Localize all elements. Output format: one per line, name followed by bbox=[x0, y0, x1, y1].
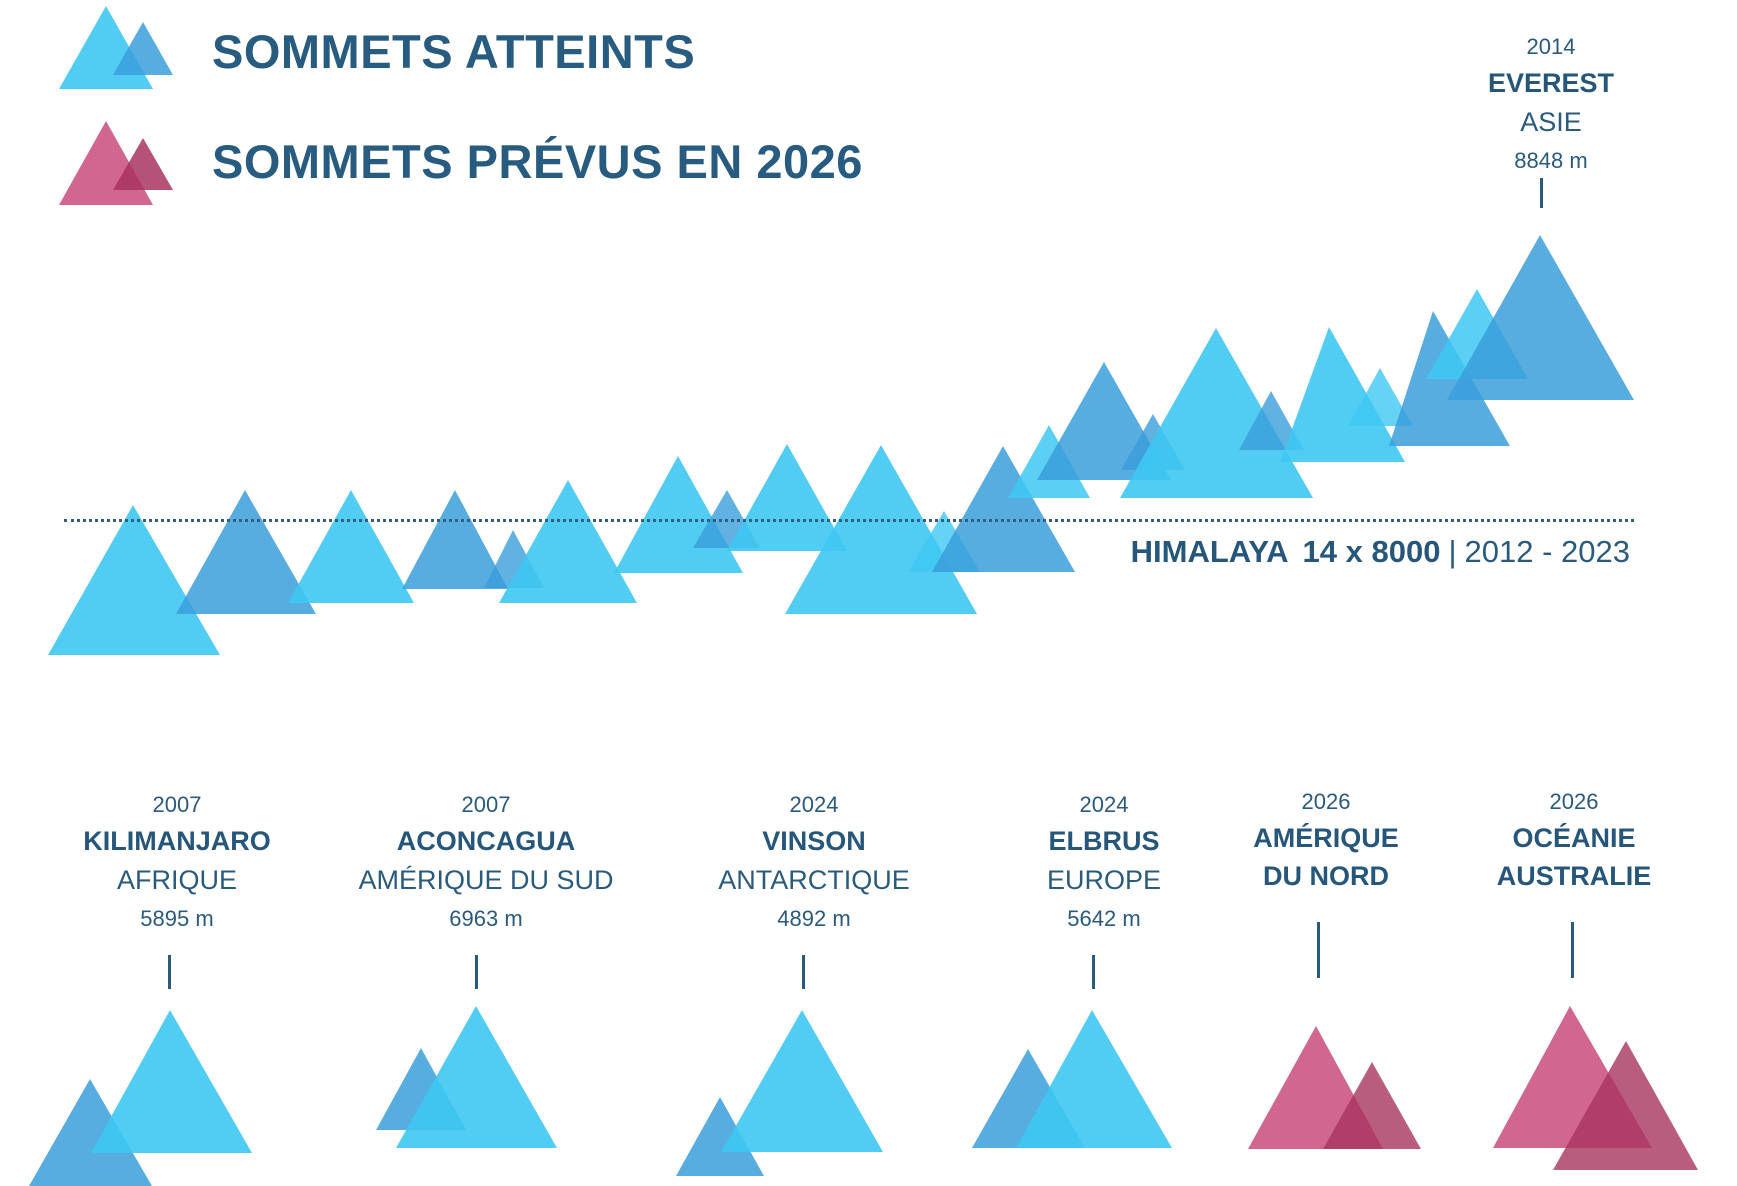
summit-name: ELBRUS bbox=[1048, 826, 1160, 856]
himalaya-dotted-line bbox=[64, 519, 1634, 522]
himalaya-separator: | bbox=[1448, 534, 1457, 569]
summit-region: AMÉRIQUE DU SUD bbox=[358, 865, 614, 895]
summit-region: ASIE bbox=[1520, 107, 1582, 137]
oceania-tick bbox=[1571, 922, 1574, 978]
summit-region: AUSTRALIE bbox=[1496, 861, 1652, 891]
summit-altitude: 6963 m bbox=[449, 906, 523, 931]
kilimanjaro-tick bbox=[168, 955, 171, 989]
summit-year: 2007 bbox=[461, 792, 511, 817]
himalaya-mountain-icon bbox=[402, 490, 508, 589]
summit-year: 2026 bbox=[1549, 789, 1599, 814]
himalaya-count: 14 x 8000 bbox=[1302, 534, 1441, 569]
summit-oceania-label: 2026 OCÉANIE AUSTRALIE bbox=[1497, 785, 1652, 895]
himalaya-mountain-icon bbox=[499, 480, 637, 603]
summit-north-america-label: 2026 AMÉRIQUE DU NORD bbox=[1253, 785, 1399, 895]
himalaya-mountain-icon bbox=[932, 446, 1075, 572]
vinson-mountain-icon bbox=[721, 1010, 883, 1152]
summit-region: ANTARCTIQUE bbox=[718, 865, 910, 895]
summit-year: 2024 bbox=[789, 792, 839, 817]
summit-kilimanjaro-label: 2007 KILIMANJARO AFRIQUE 5895 m bbox=[83, 788, 271, 938]
kilimanjaro-mountain-icon bbox=[29, 1079, 152, 1186]
summit-vinson-label: 2024 VINSON ANTARCTIQUE 4892 m bbox=[718, 788, 910, 938]
summit-year: 2007 bbox=[152, 792, 202, 817]
summit-year: 2026 bbox=[1301, 789, 1351, 814]
everest-tick bbox=[1540, 178, 1543, 208]
summit-name: KILIMANJARO bbox=[83, 826, 271, 856]
himalaya-mountain-icon bbox=[48, 505, 220, 655]
legend-reached-icon bbox=[113, 22, 173, 75]
north-america-mountain-icon bbox=[1323, 1062, 1421, 1149]
himalaya-mountain-icon bbox=[288, 490, 414, 603]
kilimanjaro-mountain-icon bbox=[91, 1010, 252, 1153]
summit-elbrus-label: 2024 ELBRUS EUROPE 5642 m bbox=[1047, 788, 1161, 938]
summit-year: 2014 bbox=[1526, 34, 1576, 59]
summit-altitude: 5895 m bbox=[140, 906, 214, 931]
himalaya-mountain-icon bbox=[1239, 391, 1304, 450]
himalaya-caption: HIMALAYA 14 x 8000 | 2012 - 2023 bbox=[1131, 534, 1630, 570]
everest-mountain-icon bbox=[1447, 235, 1634, 400]
summit-altitude: 8848 m bbox=[1514, 148, 1588, 173]
aconcagua-tick bbox=[475, 955, 478, 989]
himalaya-mountain-icon bbox=[1348, 368, 1413, 426]
summit-altitude: 5642 m bbox=[1067, 906, 1141, 931]
vinson-mountain-icon bbox=[676, 1097, 764, 1176]
elbrus-mountain-icon bbox=[1016, 1010, 1172, 1148]
summit-altitude: 4892 m bbox=[777, 906, 851, 931]
himalaya-mountain-icon bbox=[1120, 328, 1313, 498]
north-america-tick bbox=[1317, 922, 1320, 978]
summit-name: OCÉANIE bbox=[1512, 823, 1636, 853]
summit-year: 2024 bbox=[1079, 792, 1129, 817]
himalaya-mountain-icon bbox=[176, 490, 316, 614]
summit-everest-label: 2014 EVEREST ASIE 8848 m bbox=[1488, 30, 1614, 180]
legend-planned-icon bbox=[113, 138, 173, 190]
himalaya-years: 2012 - 2023 bbox=[1464, 534, 1630, 569]
summit-aconcagua-label: 2007 ACONCAGUA AMÉRIQUE DU SUD 6963 m bbox=[358, 788, 613, 938]
elbrus-tick bbox=[1092, 955, 1095, 989]
summit-region: EUROPE bbox=[1046, 865, 1162, 895]
summit-region: DU NORD bbox=[1262, 861, 1389, 891]
himalaya-mountain-icon bbox=[727, 444, 847, 551]
legend-reached-label: SOMMETS ATTEINTS bbox=[212, 25, 696, 78]
oceania-mountain-icon bbox=[1553, 1041, 1698, 1170]
summit-name: AMÉRIQUE bbox=[1253, 823, 1399, 853]
summit-name: EVEREST bbox=[1487, 68, 1615, 98]
summit-name: ACONCAGUA bbox=[396, 826, 576, 856]
summit-region: AFRIQUE bbox=[116, 865, 237, 895]
summit-name: VINSON bbox=[762, 826, 866, 856]
aconcagua-mountain-icon bbox=[396, 1006, 557, 1148]
vinson-tick bbox=[802, 955, 805, 989]
legend-planned-label: SOMMETS PRÉVUS EN 2026 bbox=[212, 135, 863, 188]
himalaya-name: HIMALAYA bbox=[1130, 534, 1289, 569]
himalaya-mountain-icon bbox=[1280, 327, 1405, 462]
